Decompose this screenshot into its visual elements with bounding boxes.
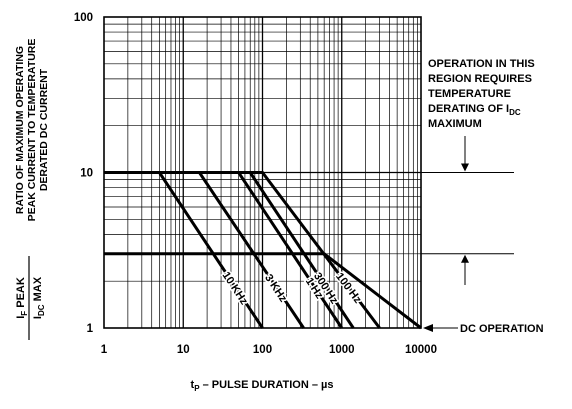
annotation-line-maximum: MAXIMUM — [428, 118, 482, 130]
series-lines — [104, 171, 422, 330]
ratio-numerator-subscript: F — [20, 311, 29, 316]
curve-label: 10 KHz — [220, 270, 251, 308]
annotation-line: TEMPERATURE — [428, 88, 511, 100]
annotation-line: OPERATION IN THIS — [428, 58, 535, 70]
arrowhead-up — [461, 254, 469, 263]
dc-pointer-arrowhead — [423, 324, 433, 332]
dimension-arrows — [423, 136, 469, 332]
curve-label-group: 3 KHz — [261, 271, 291, 306]
y-axis-title: RATIO OF MAXIMUM OPERATINGPEAK CURRENT T… — [14, 39, 50, 222]
annotation-line-derating: DERATING OF IDC — [428, 103, 521, 117]
series-line — [104, 171, 344, 329]
arrowhead-down — [461, 163, 469, 172]
x-tick-label: 10000 — [405, 344, 437, 356]
y-tick-label: 1 — [87, 323, 94, 335]
curve-label: 3 KHz — [262, 272, 289, 304]
ratio-numerator: IF PEAK — [15, 277, 29, 319]
x-tick-label: 1 — [101, 344, 108, 356]
ratio-denominator: IDC MAX — [32, 276, 46, 319]
curve-label-group: 10 KHz — [218, 268, 252, 309]
series-line — [104, 171, 381, 329]
series-line — [104, 252, 422, 330]
x-tick-label: 1000 — [329, 344, 355, 356]
y-tick-label: 10 — [80, 168, 93, 180]
ratio-label: IF PEAK IDC MAX — [15, 256, 46, 340]
y-tick-label: 100 — [74, 12, 93, 24]
series-line — [104, 171, 355, 329]
ratio-denominator-subscript: DC — [37, 304, 46, 316]
tick-labels: 1 10 100 1000 10000 1 10 100 — [74, 12, 437, 356]
x-tick-label: 100 — [253, 344, 272, 356]
series-line — [104, 171, 305, 329]
dc-operation-label: DC OPERATION — [460, 323, 544, 335]
reference-lines — [421, 172, 514, 255]
x-tick-label: 10 — [177, 344, 190, 356]
x-axis-title: tP – PULSE DURATION – µs — [191, 379, 334, 393]
annotation-line: REGION REQUIRES — [428, 73, 532, 85]
region-annotation: OPERATION IN THIS REGION REQUIRES TEMPERAT… — [428, 58, 535, 100]
